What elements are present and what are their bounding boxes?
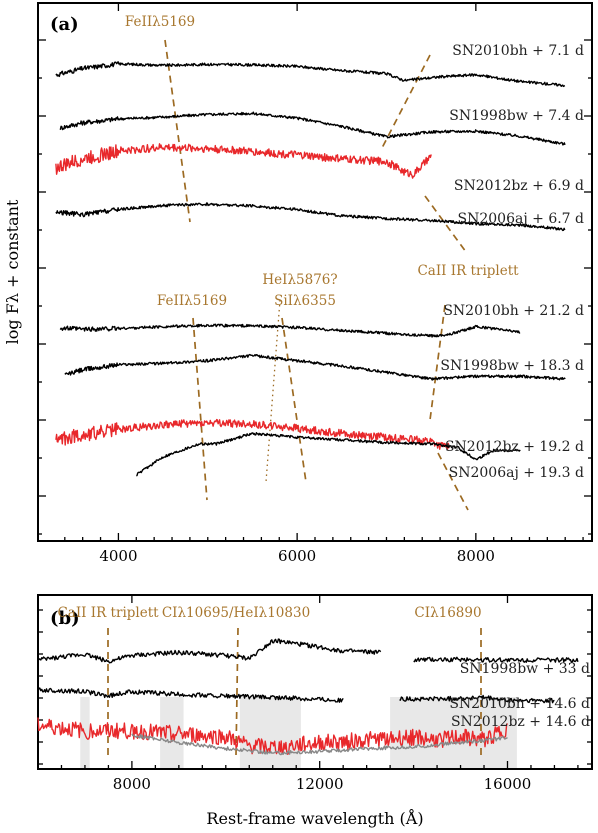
- spectrum-label: SN2006aj + 19.3 d: [449, 465, 584, 481]
- panel-b: (b) 8000 12000 16000 CaII IR triplett CIλ10…: [37, 594, 593, 828]
- x-tick-label: 6000: [278, 547, 316, 565]
- feature-marker-line: [381, 54, 469, 511]
- spectrum-label: SN2012bz + 6.9 d: [454, 178, 584, 194]
- spectrum-line: [55, 143, 432, 179]
- telluric-band: [239, 697, 301, 769]
- feature-label: CaII IR triplett: [417, 263, 519, 279]
- x-tick-label: 12000: [296, 775, 344, 793]
- spectrum-label: SN2010bh + 21.2 d: [443, 303, 584, 319]
- panel-a: (a) log Fλ + constant 4000 6000 8000 FeIIλ…: [3, 2, 593, 565]
- x-tick-label: 4000: [99, 547, 137, 565]
- feature-label: FeIIλ5169: [157, 293, 227, 309]
- spectrum-line: [55, 202, 566, 232]
- spectrum-label: SN2012bz + 19.2 d: [445, 439, 584, 455]
- spectrum-label: SN1998bw + 33 d: [460, 661, 590, 677]
- y-axis-label: log Fλ + constant: [3, 199, 22, 344]
- spectrum-line: [64, 353, 566, 381]
- x-tick-label: 8000: [457, 547, 495, 565]
- spectrum-line: [59, 111, 566, 146]
- feature-marker-line: [164, 39, 191, 223]
- spectrum-label: SN1998bw + 7.4 d: [449, 108, 584, 124]
- feature-label: SiIλ6355: [274, 293, 336, 309]
- telluric-band: [160, 697, 184, 769]
- panel-b-frame: [37, 594, 593, 770]
- spectrum-line: [37, 687, 555, 704]
- feature-marker-line: [235, 627, 239, 756]
- panel-a-label: (a): [50, 14, 79, 35]
- spectrum-label: SN2010bh + 14.6 d: [449, 696, 590, 712]
- spectrum-line: [136, 432, 521, 477]
- spectrum-line: [55, 418, 450, 450]
- feature-label: HeIλ5876?: [262, 272, 337, 288]
- spectrum-line: [37, 638, 579, 664]
- panel-b-label: (b): [50, 608, 80, 629]
- spectrum-label: SN2006aj + 6.7 d: [458, 211, 585, 227]
- spectrum-line: [131, 733, 508, 756]
- spectrum-line: [59, 323, 521, 338]
- x-axis-label: Rest-frame wavelength (Å): [206, 808, 423, 828]
- spectrum-line: [55, 61, 566, 88]
- feature-label: FeIIλ5169: [125, 14, 195, 30]
- x-tick-label: 8000: [113, 775, 151, 793]
- x-tick-label: 16000: [484, 775, 532, 793]
- feature-label: CIλ10695/HeIλ10830: [162, 605, 310, 621]
- feature-label: CaII IR triplett: [57, 605, 159, 621]
- spectrum-label: SN2012bz + 14.6 d: [451, 714, 590, 730]
- feature-label: CIλ16890: [414, 605, 481, 621]
- spectrum-label: SN1998bw + 18.3 d: [440, 358, 584, 374]
- spectrum-label: SN2010bh + 7.1 d: [452, 43, 584, 59]
- feature-marker-line: [265, 299, 281, 483]
- spectrum-line: [37, 717, 509, 755]
- feature-marker-line: [281, 317, 307, 483]
- feature-marker-line: [192, 317, 208, 501]
